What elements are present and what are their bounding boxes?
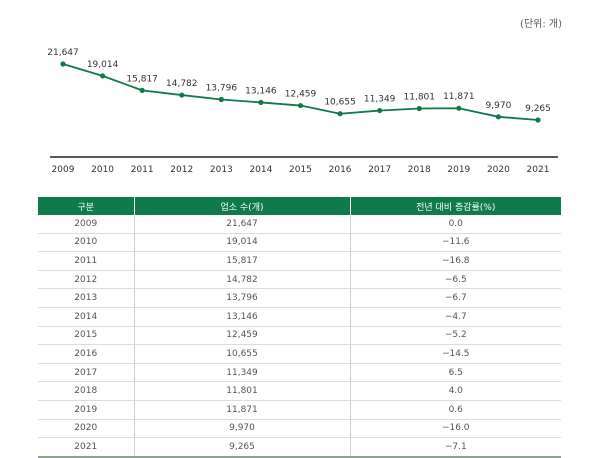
- unit-label: (단위: 개): [520, 19, 562, 30]
- x-tick-label: 2021: [527, 165, 550, 175]
- data-label: 13,796: [206, 84, 238, 94]
- header-category: 구분: [38, 197, 135, 215]
- cell-year: 2019: [38, 400, 135, 420]
- data-point: [495, 114, 502, 120]
- cell-change-rate: −7.1: [350, 437, 561, 458]
- table-row: 2017 11,349 6.5: [38, 363, 561, 383]
- cell-year: 2013: [38, 288, 135, 308]
- data-label: 14,782: [166, 79, 198, 89]
- cell-change-rate: −6.7: [350, 288, 561, 308]
- data-point: [60, 61, 66, 67]
- cell-change-rate: −14.5: [350, 344, 561, 364]
- table-row: 2009 21,647 0.0: [38, 215, 561, 234]
- table-row: 2019 11,871 0.6: [38, 400, 561, 420]
- table-row: 2013 13,796 −6.7: [38, 288, 561, 308]
- header-count: 업소 수(개): [134, 197, 351, 215]
- cell-year: 2014: [38, 307, 135, 327]
- cell-year: 2011: [38, 251, 135, 271]
- cell-year: 2012: [38, 270, 135, 290]
- line-chart: 21,647 19,014 15,817 14,782 13,796 13,146 12,4…: [47, 48, 558, 175]
- data-point: [99, 73, 106, 79]
- data-point: [218, 96, 224, 103]
- cell-change-rate: −5.2: [350, 326, 561, 346]
- cell-year: 2016: [38, 344, 135, 364]
- data-point: [337, 111, 343, 117]
- table-row: 2020 9,970 −16.0: [38, 419, 561, 439]
- data-point: [179, 92, 185, 98]
- data-label: 10,655: [324, 98, 356, 108]
- table-row: 2014 13,146 −4.7: [38, 307, 561, 327]
- cell-count: 14,782: [134, 270, 351, 290]
- table-row: 2015 12,459 −5.2: [38, 326, 561, 346]
- data-label: 19,014: [87, 60, 119, 70]
- cell-count: 13,146: [134, 307, 351, 327]
- cell-count: 12,459: [134, 326, 351, 346]
- x-tick-label: 2010: [91, 165, 114, 175]
- cell-count: 9,265: [134, 437, 351, 458]
- x-tick-label: 2011: [131, 165, 154, 175]
- data-point: [377, 107, 383, 114]
- data-point: [456, 105, 462, 111]
- cell-change-rate: −6.5: [350, 270, 561, 290]
- data-label: 11,871: [443, 92, 475, 102]
- x-tick-label: 2014: [249, 165, 272, 175]
- cell-change-rate: −11.6: [350, 233, 561, 253]
- table-row: 2012 14,782 −6.5: [38, 270, 561, 290]
- data-label: 15,817: [126, 74, 158, 84]
- data-table: 구분 업소 수(개) 전년 대비 증감률(%) 2009 21,647 0.0 201…: [38, 197, 561, 458]
- table-header-row: 구분 업소 수(개) 전년 대비 증감률(%): [38, 197, 561, 215]
- cell-count: 9,970: [134, 419, 351, 439]
- x-tick-label: 2013: [210, 165, 233, 175]
- data-point: [258, 99, 264, 106]
- data-label: 13,146: [245, 86, 277, 96]
- data-point: [297, 102, 304, 109]
- x-tick-label: 2009: [52, 165, 75, 175]
- x-tick-label: 2020: [487, 165, 510, 175]
- table-row: 2011 15,817 −16.8: [38, 251, 561, 271]
- cell-change-rate: −16.8: [350, 251, 561, 271]
- data-label: 11,349: [364, 95, 396, 105]
- cell-change-rate: 0.0: [350, 215, 561, 234]
- cell-count: 11,801: [134, 381, 351, 401]
- cell-count: 19,014: [134, 233, 351, 253]
- data-label: 11,801: [404, 93, 436, 103]
- cell-year: 2018: [38, 381, 135, 401]
- x-tick-label: 2018: [408, 165, 431, 175]
- cell-change-rate: −4.7: [350, 307, 561, 327]
- cell-change-rate: −16.0: [350, 419, 561, 439]
- cell-change-rate: 6.5: [350, 363, 561, 383]
- data-label: 12,459: [285, 90, 317, 100]
- cell-year: 2015: [38, 326, 135, 346]
- data-label: 9,970: [486, 101, 512, 111]
- table-row: 2018 11,801 4.0: [38, 381, 561, 401]
- x-tick-label: 2017: [368, 165, 391, 175]
- cell-change-rate: 0.6: [350, 400, 561, 420]
- data-point: [416, 105, 422, 112]
- cell-count: 15,817: [134, 251, 351, 271]
- x-tick-label: 2015: [289, 165, 312, 175]
- data-label: 21,647: [47, 48, 79, 58]
- data-label: 9,265: [525, 104, 551, 114]
- x-tick-label: 2012: [170, 165, 193, 175]
- cell-year: 2010: [38, 233, 135, 253]
- cell-change-rate: 4.0: [350, 381, 561, 401]
- cell-count: 11,871: [134, 400, 351, 420]
- cell-count: 10,655: [134, 344, 351, 364]
- cell-count: 13,796: [134, 288, 351, 308]
- x-tick-label: 2016: [329, 165, 352, 175]
- cell-count: 11,349: [134, 363, 351, 383]
- header-change-rate: 전년 대비 증감률(%): [350, 197, 561, 215]
- cell-count: 21,647: [134, 215, 351, 234]
- table-row: 2010 19,014 −11.6: [38, 233, 561, 253]
- cell-year: 2009: [38, 215, 135, 234]
- x-tick-label: 2019: [447, 165, 470, 175]
- data-point: [139, 87, 145, 93]
- cell-year: 2021: [38, 437, 135, 458]
- table-row: 2021 9,265 −7.1: [38, 437, 561, 458]
- table-row: 2016 10,655 −14.5: [38, 344, 561, 364]
- cell-year: 2017: [38, 363, 135, 383]
- cell-year: 2020: [38, 419, 135, 439]
- data-point: [535, 117, 541, 123]
